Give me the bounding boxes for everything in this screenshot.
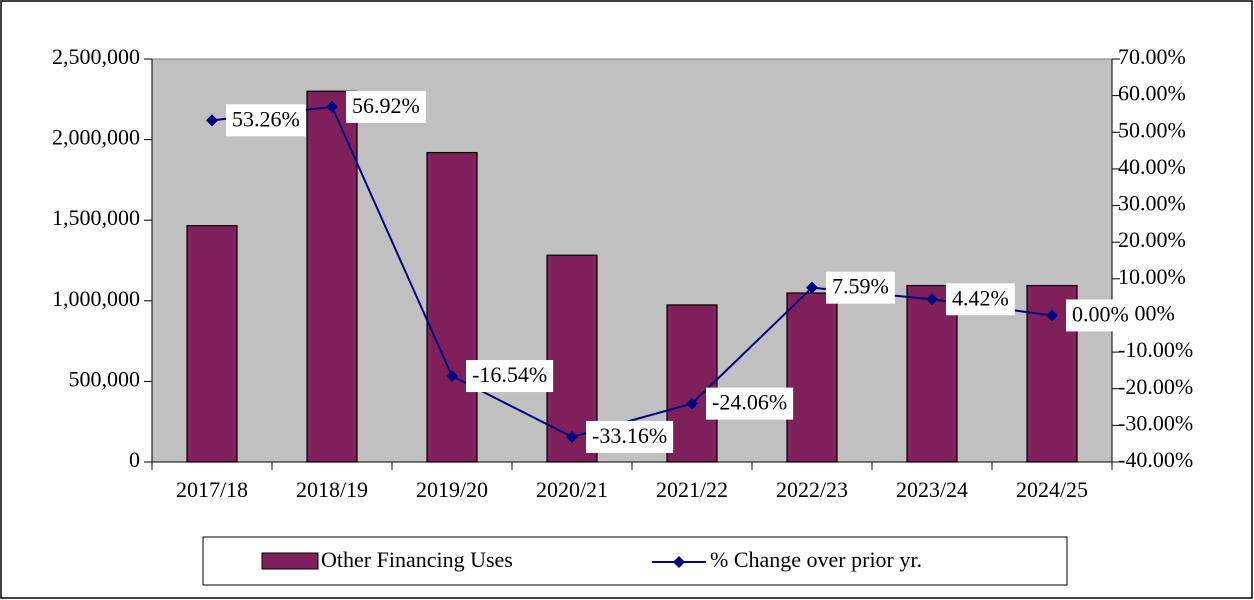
data-label-bg — [586, 420, 674, 453]
y2-tick-label: 30.00% — [1118, 191, 1186, 216]
x-tick-label: 2019/20 — [416, 477, 488, 502]
x-tick-label: 2022/23 — [776, 477, 848, 502]
data-label-bg — [226, 104, 306, 137]
line-marker — [326, 100, 338, 113]
legend-label: Other Financing Uses — [321, 547, 513, 572]
line-marker — [206, 114, 218, 127]
legend-box — [202, 536, 1068, 586]
line-series — [211, 105, 1053, 439]
y2-tick-label: -10.00% — [1118, 337, 1193, 362]
x-tick-label: 2023/24 — [896, 477, 968, 502]
bar — [786, 292, 838, 463]
legend-marker — [673, 556, 685, 568]
y-tick-label: 1,000,000 — [52, 286, 140, 311]
y2-tick-label: -20.00% — [1118, 374, 1193, 399]
line-marker — [926, 293, 938, 306]
y2-tick-label: 10.00% — [1118, 264, 1186, 289]
legend-label: % Change over prior yr. — [710, 547, 922, 572]
y2-tick-label: 70.00% — [1118, 44, 1186, 69]
bar — [186, 225, 238, 463]
data-label: -33.16% — [592, 423, 667, 448]
data-label-bg — [466, 360, 554, 393]
data-label-bg — [1066, 299, 1135, 332]
x-tick-label: 2017/18 — [176, 477, 248, 502]
y-tick-label: 2,000,000 — [52, 125, 140, 150]
x-tick-label: 2024/25 — [1016, 477, 1088, 502]
x-tick-label: 2020/21 — [536, 477, 608, 502]
data-label-bg — [946, 283, 1015, 316]
y2-tick-label: 50.00% — [1118, 117, 1186, 142]
data-label-bg — [346, 90, 426, 123]
x-tick-label: 2018/19 — [296, 477, 368, 502]
data-label: 0.00% — [1072, 302, 1129, 327]
y2-tick-label: -30.00% — [1118, 410, 1193, 435]
data-label: 56.92% — [352, 93, 420, 118]
line-marker — [806, 281, 818, 294]
data-label: -16.54% — [472, 362, 547, 387]
y-tick-label: 2,500,000 — [52, 44, 140, 69]
x-tick-label: 2021/22 — [656, 477, 728, 502]
data-label: 4.42% — [952, 285, 1009, 310]
y2-tick-label: 20.00% — [1118, 227, 1186, 252]
y2-tick-label: -40.00% — [1118, 447, 1193, 472]
line-marker — [1046, 309, 1058, 322]
y-tick-label: 1,500,000 — [52, 205, 140, 230]
y2-tick-label: 40.00% — [1118, 154, 1186, 179]
y2-tick-label: 60.00% — [1118, 81, 1186, 106]
y-tick-label: 500,000 — [69, 366, 141, 391]
data-label: 7.59% — [832, 274, 889, 299]
line-marker — [566, 430, 578, 443]
line-marker — [686, 397, 698, 410]
data-label: -24.06% — [712, 390, 787, 415]
y-tick-label: 0 — [129, 447, 140, 472]
data-label-bg — [706, 387, 794, 420]
line-marker — [446, 370, 458, 383]
legend-swatch — [261, 552, 319, 570]
data-label-bg — [826, 271, 895, 304]
bar — [426, 151, 478, 463]
data-label: 53.26% — [232, 106, 300, 131]
bar — [666, 304, 718, 463]
